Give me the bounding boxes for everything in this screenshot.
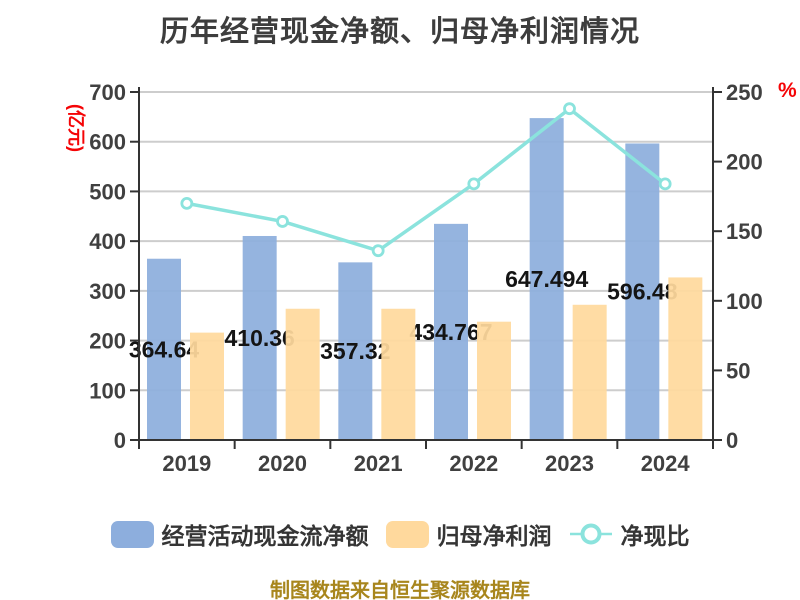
svg-text:600: 600 bbox=[89, 130, 126, 155]
legend-swatch-net-profit bbox=[385, 520, 429, 548]
bars-operating-cash bbox=[147, 118, 660, 441]
svg-text:400: 400 bbox=[89, 229, 126, 254]
legend-line-marker-icon bbox=[569, 523, 612, 545]
svg-text:200: 200 bbox=[89, 329, 126, 354]
svg-text:0: 0 bbox=[726, 428, 738, 453]
svg-text:647.494: 647.494 bbox=[505, 266, 588, 292]
svg-text:150: 150 bbox=[726, 219, 763, 244]
legend-item-operating-cash[interactable]: 经营活动现金流净额 bbox=[110, 517, 369, 551]
svg-text:2023: 2023 bbox=[545, 451, 594, 476]
right-axis-labels: 0 50 100 150 200 250 bbox=[726, 80, 763, 453]
svg-text:410.36: 410.36 bbox=[224, 325, 294, 351]
legend-swatch-operating-cash bbox=[110, 520, 154, 548]
svg-text:2021: 2021 bbox=[354, 451, 403, 476]
right-axis-unit-label: % bbox=[778, 79, 797, 102]
svg-text:300: 300 bbox=[89, 279, 126, 304]
svg-text:596.48: 596.48 bbox=[607, 279, 678, 305]
legend-label-net-profit: 归母净利润 bbox=[436, 523, 552, 549]
svg-text:250: 250 bbox=[726, 80, 763, 105]
svg-text:50: 50 bbox=[726, 358, 750, 383]
bars-net-profit bbox=[190, 277, 703, 440]
gridlines bbox=[139, 91, 713, 392]
cash-ratio-line bbox=[185, 106, 667, 253]
legend-label-operating-cash: 经营活动现金流净额 bbox=[161, 523, 369, 549]
legend-label-cash-ratio: 净现比 bbox=[620, 523, 690, 549]
left-axis-labels: 0 100 200 300 400 500 600 700 bbox=[89, 80, 126, 453]
svg-text:700: 700 bbox=[89, 80, 126, 105]
cash-ratio-markers bbox=[180, 102, 672, 258]
axes bbox=[130, 87, 722, 449]
svg-text:2024: 2024 bbox=[641, 451, 691, 476]
svg-text:2019: 2019 bbox=[162, 451, 211, 476]
x-axis-category-labels: 2019 2020 2021 2022 2023 2024 bbox=[162, 451, 690, 476]
svg-text:100: 100 bbox=[89, 378, 126, 403]
chart-title: 历年经营现金净额、归母净利润情况 bbox=[159, 16, 640, 48]
svg-text:357.32: 357.32 bbox=[320, 338, 390, 364]
svg-text:100: 100 bbox=[726, 289, 763, 314]
svg-text:200: 200 bbox=[726, 150, 763, 175]
svg-text:500: 500 bbox=[89, 179, 126, 204]
svg-text:364.64: 364.64 bbox=[129, 336, 200, 362]
svg-text:2022: 2022 bbox=[449, 451, 498, 476]
svg-text:2020: 2020 bbox=[258, 451, 307, 476]
legend: 经营活动现金流净额 归母净利润 净现比 bbox=[0, 517, 800, 551]
svg-text:0: 0 bbox=[114, 428, 126, 453]
data-source-note: 制图数据来自恒生聚源数据库 bbox=[270, 580, 530, 600]
legend-item-cash-ratio[interactable]: 净现比 bbox=[569, 517, 690, 551]
legend-item-net-profit[interactable]: 归母净利润 bbox=[385, 517, 552, 551]
